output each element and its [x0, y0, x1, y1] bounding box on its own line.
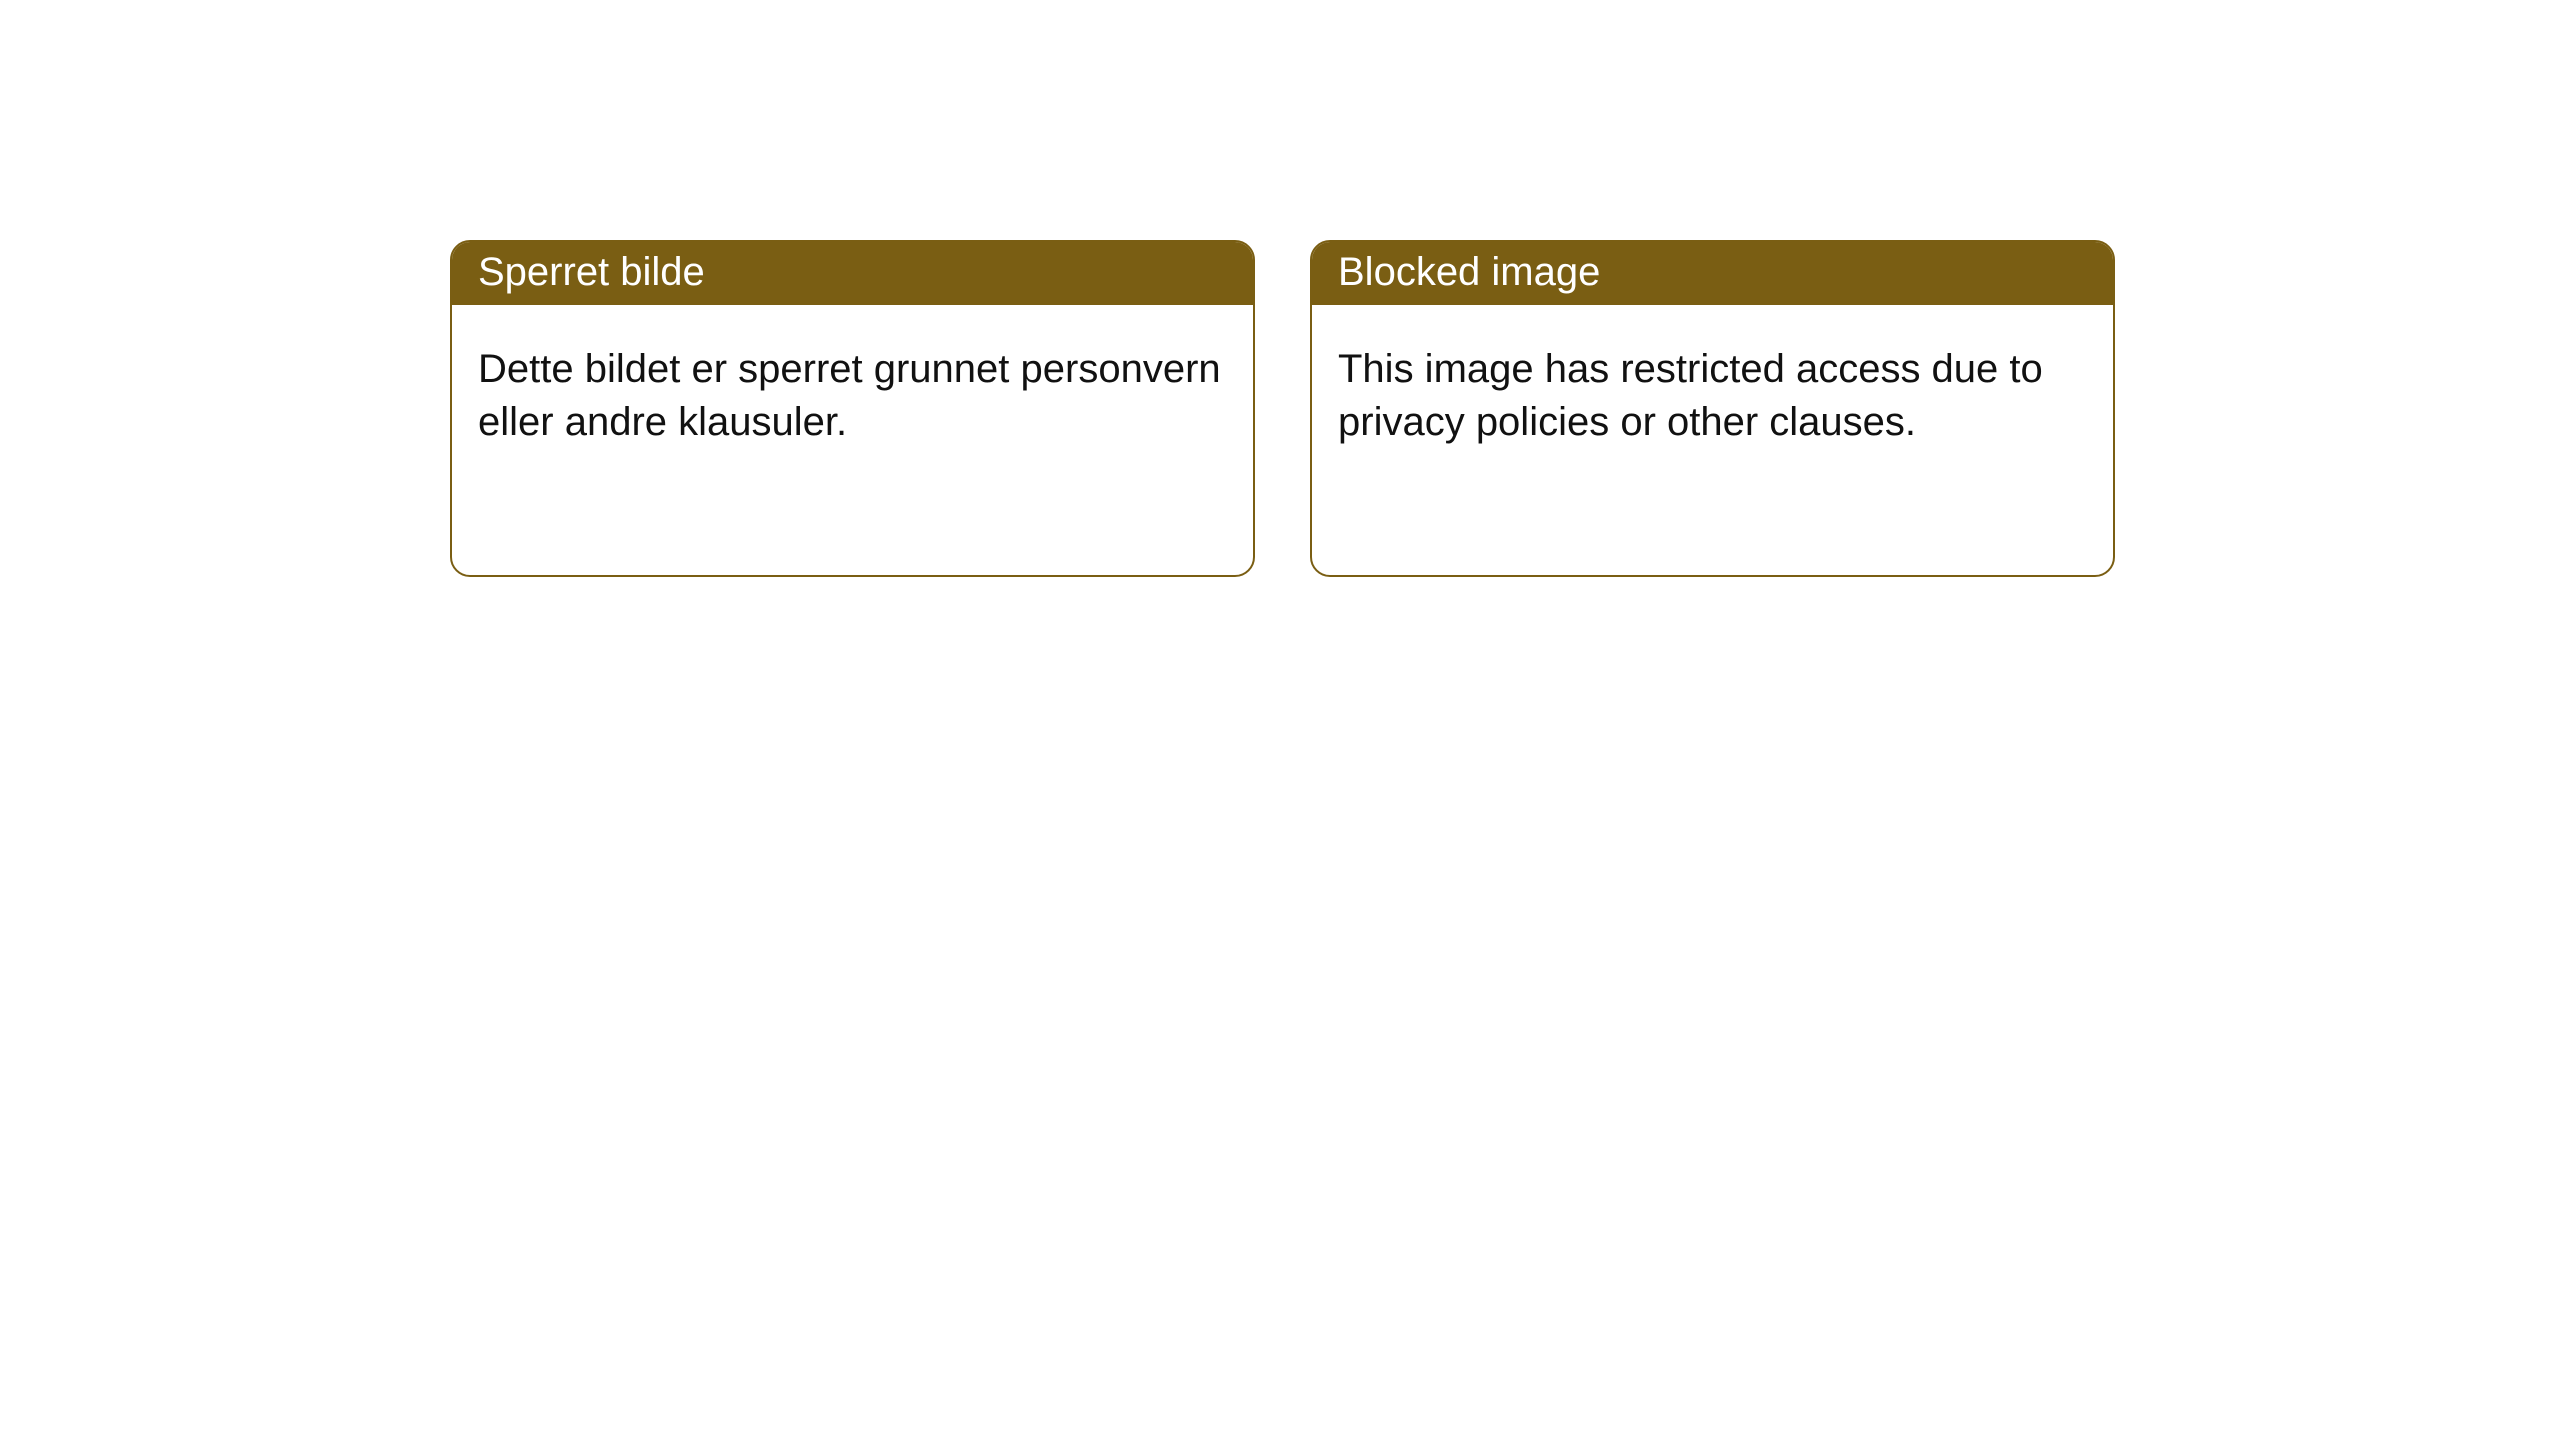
card-header-no: Sperret bilde [452, 242, 1253, 305]
card-body-text-en: This image has restricted access due to … [1338, 347, 2043, 444]
card-header-en: Blocked image [1312, 242, 2113, 305]
card-body-no: Dette bildet er sperret grunnet personve… [452, 305, 1253, 475]
card-title-no: Sperret bilde [478, 250, 705, 294]
card-body-text-no: Dette bildet er sperret grunnet personve… [478, 347, 1221, 444]
blocked-image-card-no: Sperret bilde Dette bildet er sperret gr… [450, 240, 1255, 577]
card-body-en: This image has restricted access due to … [1312, 305, 2113, 475]
notice-container: Sperret bilde Dette bildet er sperret gr… [0, 0, 2560, 577]
blocked-image-card-en: Blocked image This image has restricted … [1310, 240, 2115, 577]
card-title-en: Blocked image [1338, 250, 1600, 294]
